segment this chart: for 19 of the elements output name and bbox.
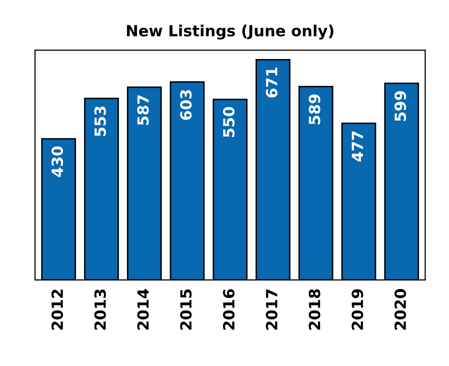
data-label: 589 [308, 94, 320, 124]
x-tick-label: 2016 [222, 289, 235, 330]
data-label: 477 [352, 131, 363, 162]
x-tick-label: 2015 [180, 289, 192, 330]
data-label: 553 [94, 106, 106, 136]
x-tick-label: 2012 [51, 290, 64, 330]
data-label: 550 [222, 107, 235, 137]
x-tick-label: 2018 [308, 289, 320, 330]
x-tick-label: 2014 [137, 289, 149, 330]
x-tick-label: 2019 [352, 289, 364, 330]
x-tick-label: 2013 [94, 290, 106, 330]
data-label: 603 [180, 90, 192, 120]
x-tick-label: 2017 [266, 290, 278, 330]
x-tick-label: 2020 [394, 289, 406, 330]
data-label: 430 [51, 146, 64, 177]
data-label: 599 [394, 91, 406, 121]
data-label: 587 [137, 95, 149, 125]
data-label: 671 [266, 68, 278, 98]
chart-title: New Listings (June only) [126, 24, 334, 40]
